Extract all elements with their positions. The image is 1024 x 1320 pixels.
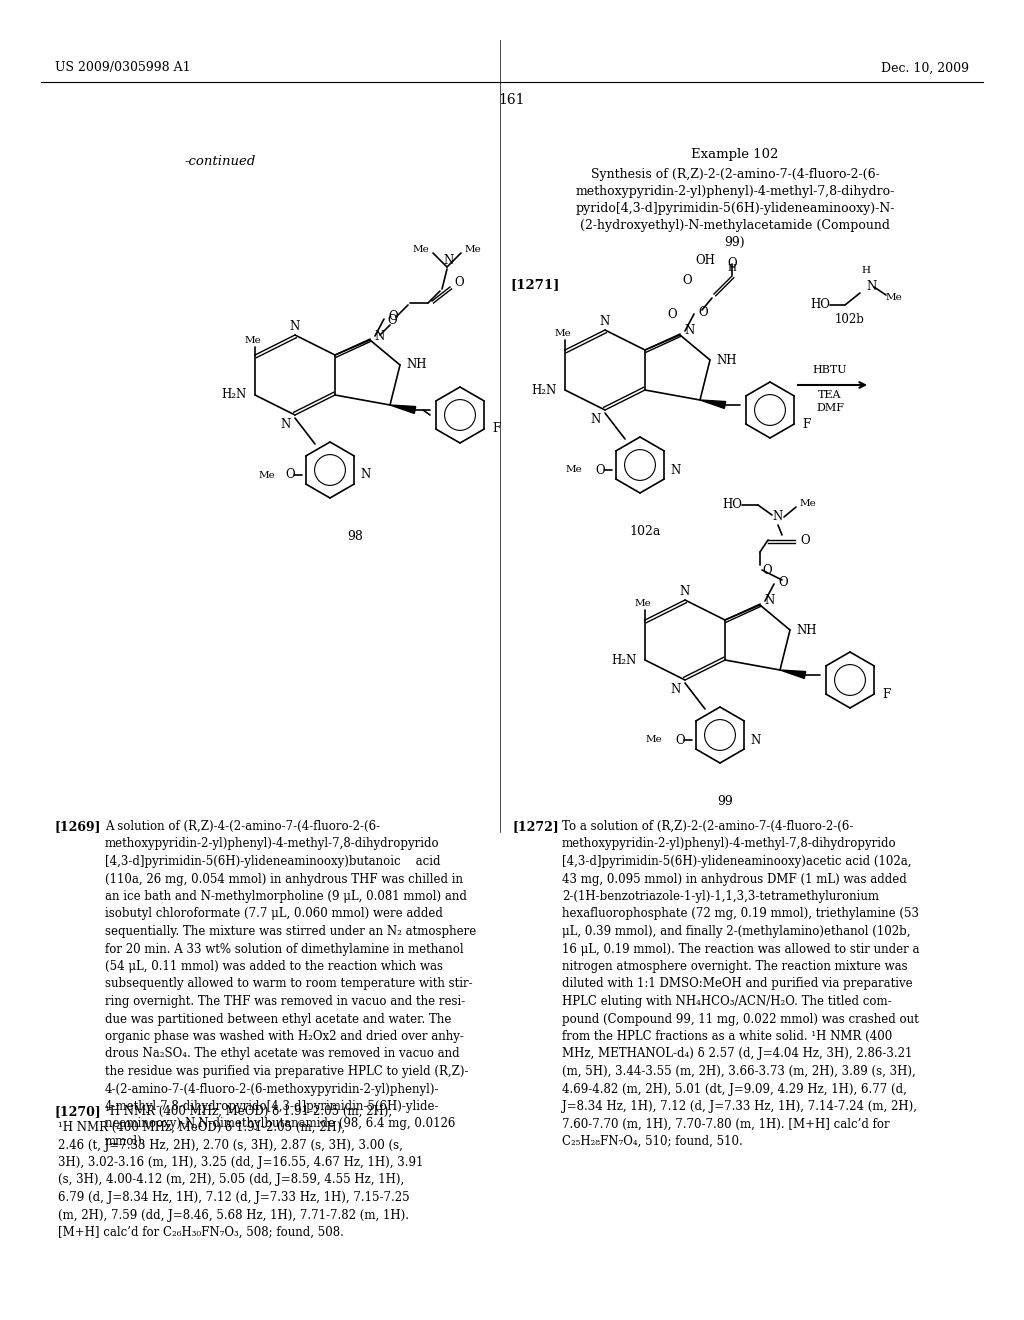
Text: OH: OH (695, 253, 715, 267)
Text: O: O (778, 576, 787, 589)
Text: O: O (676, 734, 685, 747)
Text: N: N (443, 255, 454, 268)
Text: F: F (882, 688, 890, 701)
Polygon shape (390, 405, 416, 413)
Text: N: N (670, 463, 680, 477)
Text: Me: Me (555, 329, 571, 338)
Text: N: N (374, 330, 384, 342)
Text: ¹H NMR (400 MHz, MeOD) δ 1.91-2.05 (m, 2H),: ¹H NMR (400 MHz, MeOD) δ 1.91-2.05 (m, 2… (105, 1105, 392, 1118)
Text: Me: Me (258, 470, 275, 479)
Text: To a solution of (R,Z)-2-(2-amino-7-(4-fluoro-2-(6-
methoxypyridin-2-yl)phenyl)-: To a solution of (R,Z)-2-(2-amino-7-(4-f… (562, 820, 920, 1148)
Text: HO: HO (722, 499, 742, 511)
Text: H: H (727, 264, 736, 273)
Text: N: N (764, 594, 774, 607)
Text: N: N (680, 585, 690, 598)
Text: NH: NH (716, 354, 736, 367)
Text: DMF: DMF (816, 403, 844, 413)
Text: Me: Me (465, 244, 481, 253)
Text: F: F (492, 422, 501, 436)
Text: Me: Me (800, 499, 817, 507)
Text: [1270]: [1270] (55, 1105, 101, 1118)
Text: O: O (800, 533, 810, 546)
Text: H₂N: H₂N (611, 653, 637, 667)
Text: H₂N: H₂N (531, 384, 557, 396)
Text: N: N (290, 319, 300, 333)
Text: Me: Me (245, 337, 261, 345)
Polygon shape (780, 671, 806, 678)
Text: N: N (671, 682, 681, 696)
Text: N: N (360, 469, 371, 482)
Text: Me: Me (635, 599, 651, 609)
Text: O: O (727, 257, 737, 271)
Text: O: O (698, 305, 708, 318)
Text: [1269]: [1269] (55, 820, 101, 833)
Text: N: N (600, 315, 610, 327)
Text: H₂N: H₂N (222, 388, 247, 401)
Text: O: O (667, 309, 677, 322)
Text: N: N (773, 511, 783, 524)
Text: Me: Me (565, 466, 582, 474)
Text: H: H (861, 267, 870, 275)
Text: Me: Me (886, 293, 903, 301)
Text: Me: Me (645, 735, 662, 744)
Text: O: O (762, 564, 772, 577)
Text: N: N (684, 325, 694, 338)
Text: [1271]: [1271] (510, 279, 559, 290)
Text: ¹H NMR (400 MHz, MeOD) δ 1.91-2.05 (m, 2H),
2.46 (t, J=7.33 Hz, 2H), 2.70 (s, 3H: ¹H NMR (400 MHz, MeOD) δ 1.91-2.05 (m, 2… (58, 1121, 423, 1239)
Text: O: O (454, 276, 464, 289)
Text: O: O (286, 469, 295, 482)
Text: NH: NH (796, 623, 816, 636)
Text: O: O (388, 310, 397, 323)
Text: 98: 98 (347, 531, 362, 543)
Text: N: N (591, 413, 601, 426)
Text: O: O (387, 314, 397, 327)
Text: O: O (595, 463, 605, 477)
Text: 161: 161 (499, 92, 525, 107)
Text: N: N (750, 734, 760, 747)
Text: 99: 99 (717, 795, 733, 808)
Text: N: N (281, 418, 291, 432)
Text: Me: Me (413, 244, 429, 253)
Text: O: O (682, 273, 691, 286)
Text: HBTU: HBTU (813, 366, 847, 375)
Text: NH: NH (406, 359, 427, 371)
Text: US 2009/0305998 A1: US 2009/0305998 A1 (55, 62, 190, 74)
Text: F: F (802, 417, 810, 430)
Polygon shape (700, 400, 726, 408)
Text: Synthesis of (R,Z)-2-(2-amino-7-(4-fluoro-2-(6-
methoxypyridin-2-yl)phenyl)-4-me: Synthesis of (R,Z)-2-(2-amino-7-(4-fluor… (575, 168, 895, 249)
Text: TEA: TEA (818, 389, 842, 400)
Text: HO: HO (810, 298, 830, 312)
Text: 102b: 102b (835, 313, 865, 326)
Text: A solution of (R,Z)-4-(2-amino-7-(4-fluoro-2-(6-
methoxypyridin-2-yl)phenyl)-4-m: A solution of (R,Z)-4-(2-amino-7-(4-fluo… (105, 820, 476, 1148)
Text: 102a: 102a (630, 525, 660, 539)
Text: Dec. 10, 2009: Dec. 10, 2009 (881, 62, 969, 74)
Text: Example 102: Example 102 (691, 148, 778, 161)
Text: -continued: -continued (184, 154, 256, 168)
Text: N: N (866, 281, 877, 293)
Text: [1272]: [1272] (512, 820, 559, 833)
